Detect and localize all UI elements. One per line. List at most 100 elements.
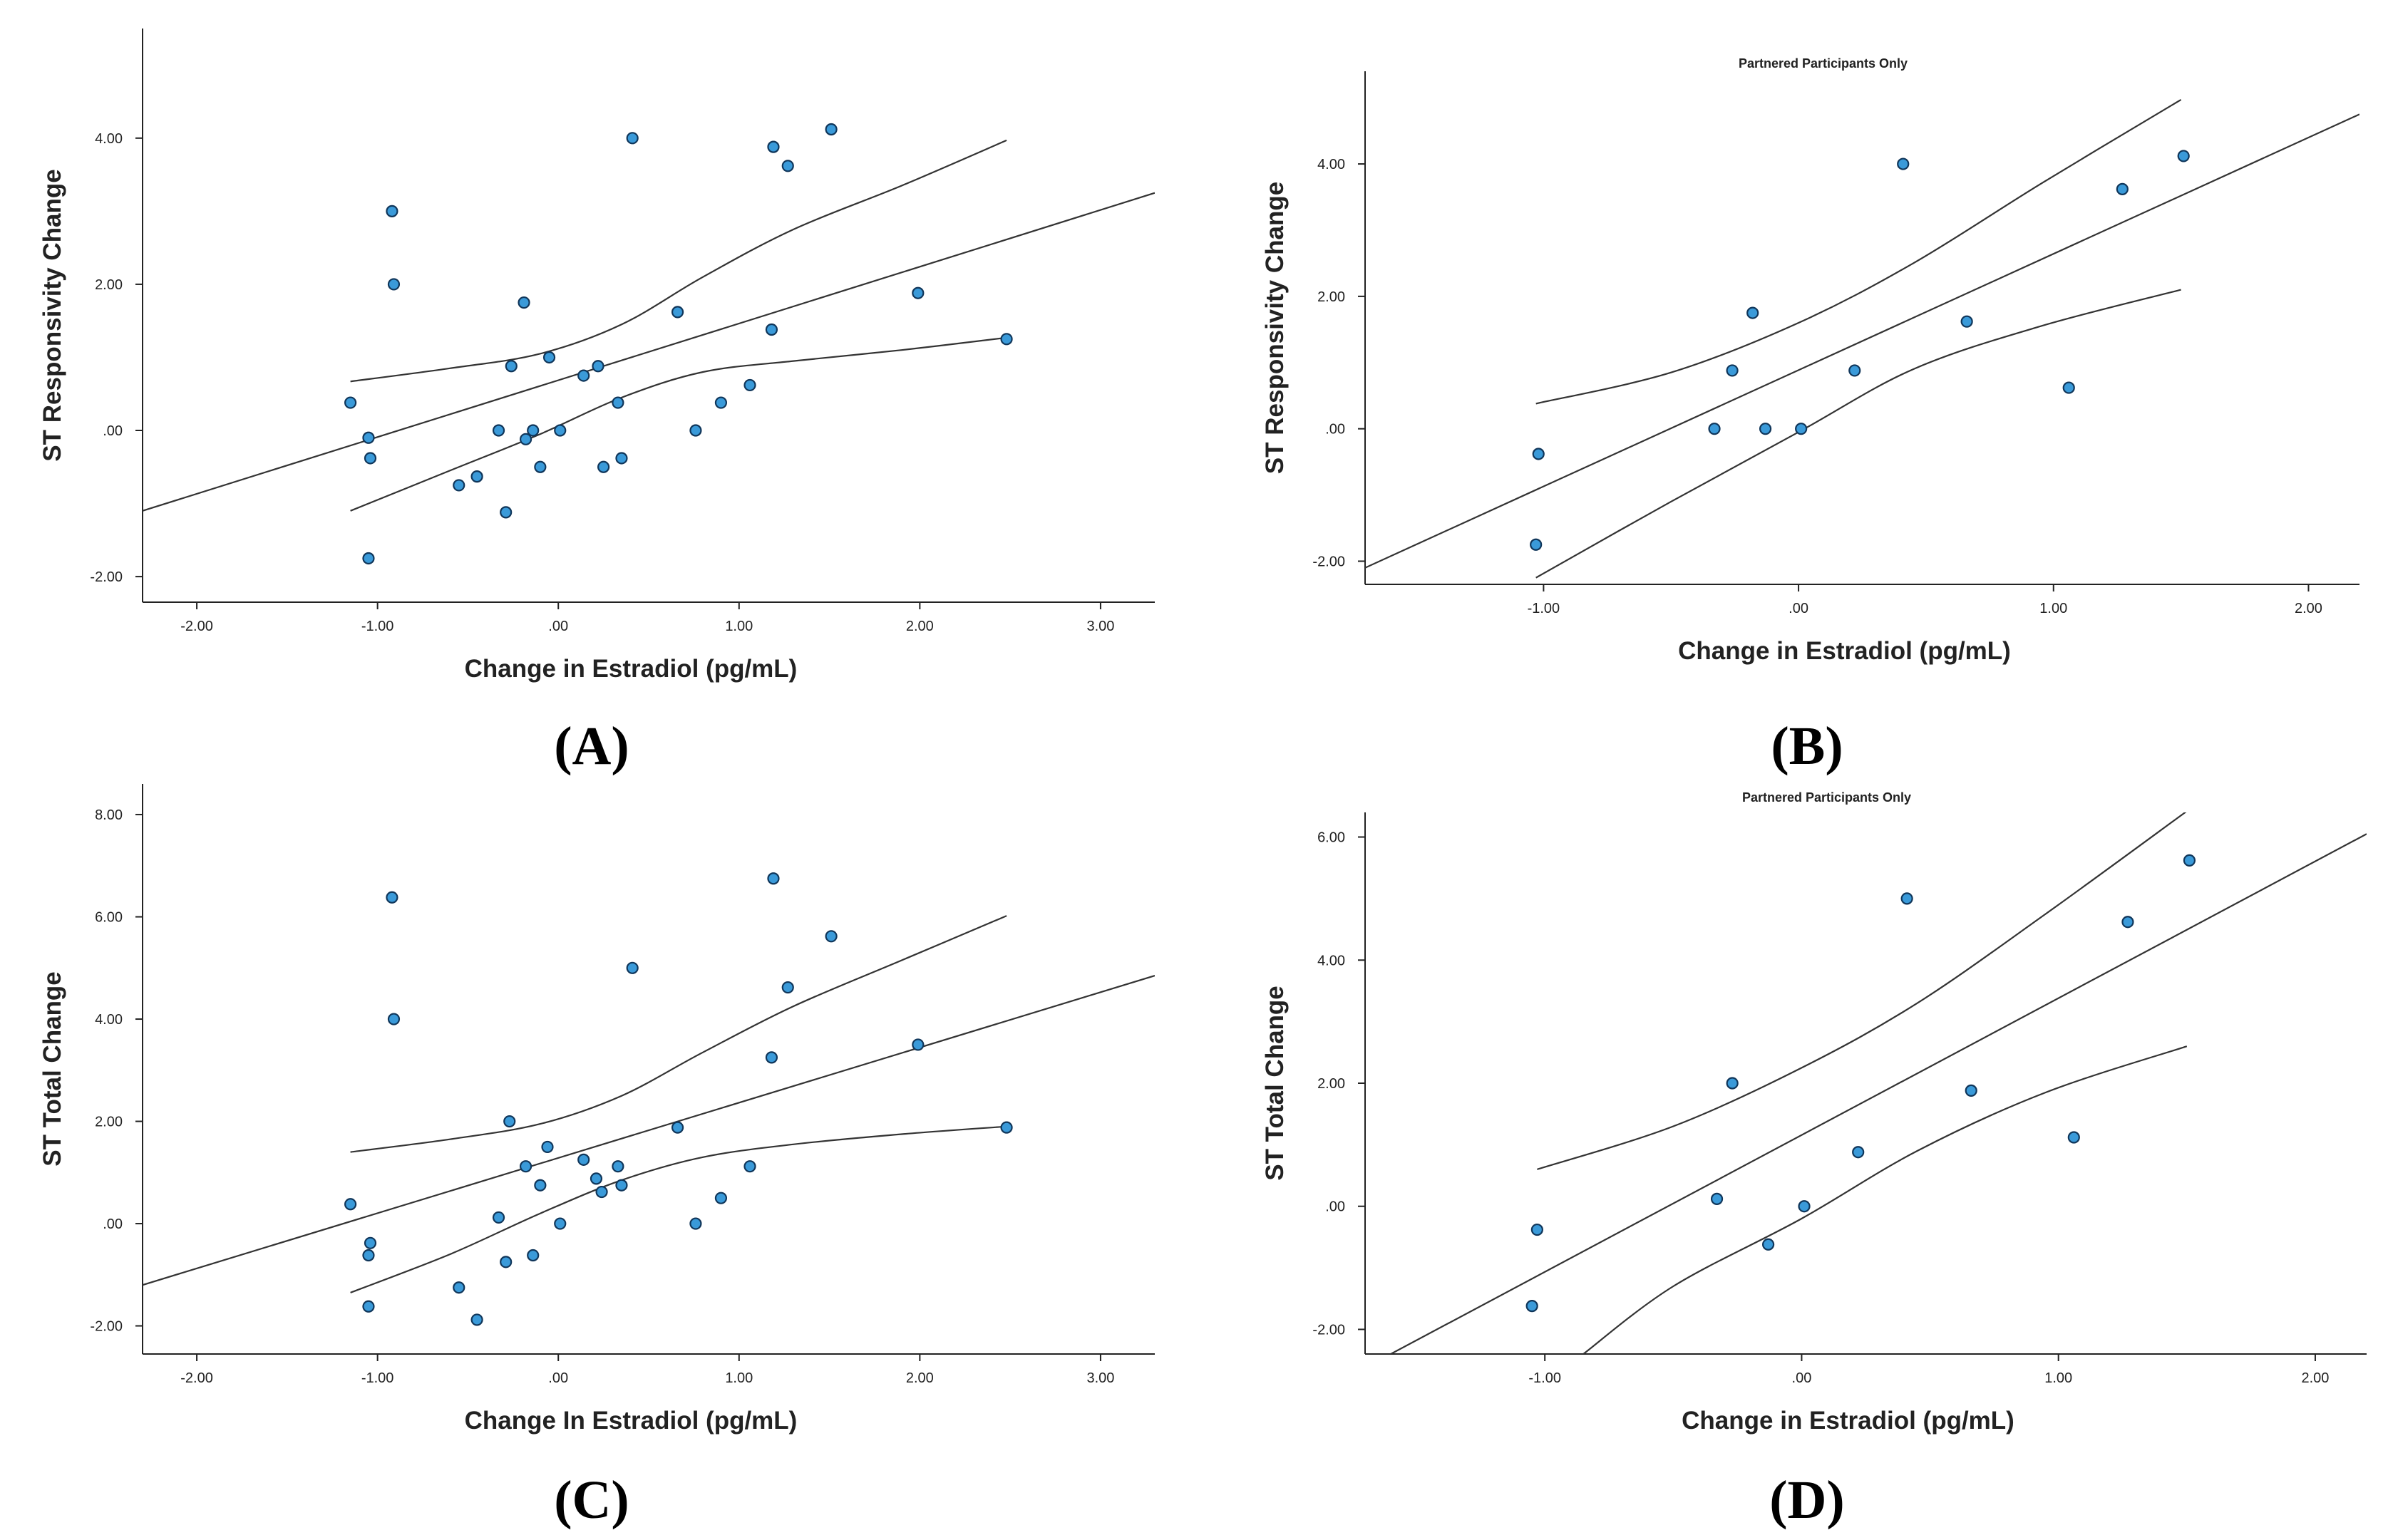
data-point <box>492 424 505 437</box>
data-point <box>825 930 838 943</box>
data-point <box>1000 1121 1013 1134</box>
y-axis-label: ST Responsivity Change <box>1261 182 1289 474</box>
x-tick-label: -1.00 <box>361 1370 394 1386</box>
data-point <box>912 286 925 299</box>
data-point <box>364 1236 377 1249</box>
x-tick-label: 1.00 <box>725 1370 753 1386</box>
y-axis-label: ST Total Change <box>1261 986 1289 1181</box>
x-tick-label: .00 <box>1789 601 1808 616</box>
y-axis-label: ST Total Change <box>38 971 66 1167</box>
data-point <box>577 369 590 382</box>
data-point <box>626 961 639 974</box>
x-tick-label: 3.00 <box>1086 619 1114 634</box>
ci-lower-curve <box>350 1125 1007 1293</box>
data-point <box>1532 448 1545 460</box>
data-point <box>765 1051 778 1064</box>
data-point <box>362 1249 375 1262</box>
x-tick-label: .00 <box>1792 1370 1812 1386</box>
data-point <box>554 424 567 437</box>
chart-title: Partnered Participants Only <box>1742 790 1911 805</box>
data-point <box>2183 854 2196 867</box>
ci-upper-curve <box>1537 812 2187 1170</box>
data-point <box>2121 916 2134 929</box>
data-point <box>2067 1131 2080 1144</box>
x-tick-label: 1.00 <box>2039 601 2067 616</box>
data-point <box>534 1179 547 1192</box>
data-point <box>612 1160 624 1173</box>
data-point <box>577 1153 590 1166</box>
data-point <box>470 470 483 483</box>
data-point <box>1795 423 1808 435</box>
data-point <box>743 378 756 392</box>
data-point <box>492 1211 505 1224</box>
data-point <box>1897 157 1910 170</box>
data-point <box>1960 315 1973 328</box>
y-tick-label: 2.00 <box>95 1115 123 1130</box>
data-point <box>527 424 540 437</box>
x-tick-label: -2.00 <box>180 619 213 634</box>
y-tick-label: 2.00 <box>1317 289 1345 305</box>
data-point <box>386 891 398 904</box>
data-point <box>1798 1200 1811 1213</box>
data-point <box>554 1217 567 1230</box>
x-tick-label: 1.00 <box>725 619 753 634</box>
x-tick-label: -1.00 <box>361 619 394 634</box>
data-point <box>362 1300 375 1313</box>
ci-lower-curve <box>1582 1045 2188 1354</box>
data-point <box>519 433 532 445</box>
regression-line <box>143 975 1155 1286</box>
data-point <box>671 1121 684 1134</box>
y-tick-label: 2.00 <box>95 277 123 293</box>
data-point <box>1848 364 1861 377</box>
data-point <box>1000 333 1013 346</box>
data-point <box>518 296 530 309</box>
y-tick-label: -2.00 <box>1312 554 1345 569</box>
data-point <box>542 351 556 364</box>
regression-line <box>1390 833 2367 1354</box>
data-point <box>519 1160 532 1173</box>
y-tick-label: 8.00 <box>95 807 123 823</box>
x-tick-label: -1.00 <box>1528 1370 1561 1386</box>
data-point <box>1762 1238 1775 1251</box>
chart-panel-a: -2.00 -1.00 .00 1.00 2.00 3.00 -2.00 .00 2.00 4.0… <box>38 29 1155 776</box>
data-point <box>765 323 778 336</box>
chart-panel-c: -2.00 -1.00 .00 1.00 2.00 3.00 -2.00 .00 2.00 4.0… <box>38 784 1155 1530</box>
data-point <box>767 140 780 153</box>
data-point <box>1965 1084 1977 1097</box>
x-tick-label: 2.00 <box>2301 1370 2329 1386</box>
y-tick-label: 6.00 <box>95 910 123 926</box>
data-point <box>1530 1223 1543 1236</box>
y-tick-label: 4.00 <box>95 131 123 147</box>
data-point <box>2116 182 2129 195</box>
data-point <box>825 123 838 136</box>
ci-lower-curve <box>350 336 1007 512</box>
x-axis-label: Change in Estradiol (pg/mL) <box>1678 637 2011 665</box>
y-tick-label: .00 <box>103 1216 123 1232</box>
data-point <box>781 981 794 994</box>
data-point <box>534 460 547 473</box>
data-point <box>781 160 794 172</box>
chart-panel-b: -1.00 .00 1.00 2.00 -2.00 .00 2.00 4.00 Change i… <box>1261 56 2359 776</box>
data-point <box>1900 892 1913 905</box>
data-point <box>541 1140 554 1154</box>
ci-upper-curve <box>350 139 1007 383</box>
data-point <box>689 1217 702 1230</box>
chart-title: Partnered Participants Only <box>1739 56 1908 71</box>
panel-label: (B) <box>1771 716 1843 776</box>
regression-line <box>143 192 1155 512</box>
data-point <box>743 1160 756 1173</box>
x-tick-label: 1.00 <box>2044 1370 2072 1386</box>
regression-line <box>1365 113 2359 569</box>
y-tick-label: .00 <box>1325 422 1345 438</box>
data-point <box>503 1115 516 1128</box>
x-tick-label: 2.00 <box>906 1370 934 1386</box>
data-point <box>362 431 375 444</box>
data-point <box>1525 1300 1538 1313</box>
ci-upper-curve <box>350 915 1007 1153</box>
data-point <box>1726 1077 1739 1090</box>
data-point <box>344 396 357 409</box>
data-point <box>453 479 465 492</box>
data-point <box>612 396 624 409</box>
x-tick-label: .00 <box>548 619 568 634</box>
x-axis-label: Change In Estradiol (pg/mL) <box>465 1407 798 1435</box>
